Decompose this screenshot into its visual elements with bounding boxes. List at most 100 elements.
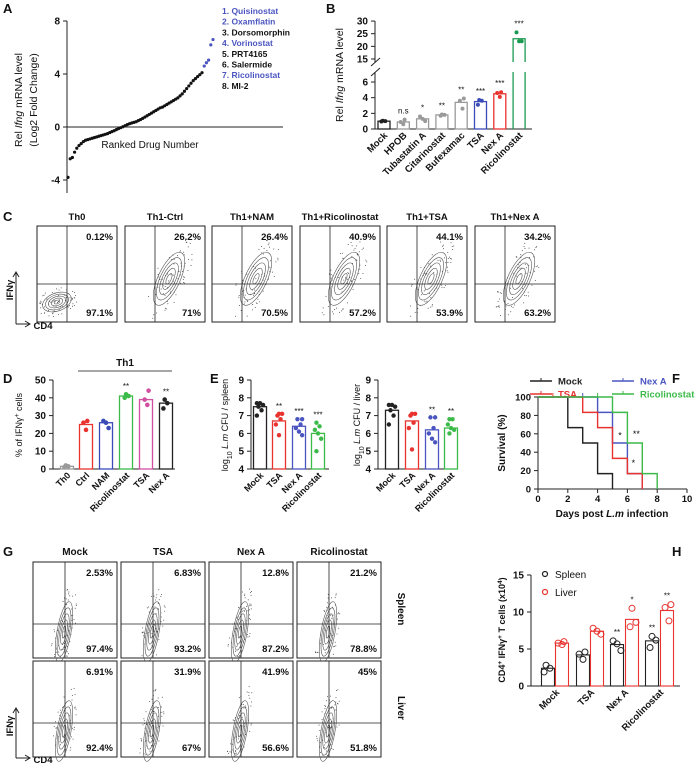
significance-label: *** xyxy=(313,411,322,420)
contour-line xyxy=(236,718,244,744)
data-point xyxy=(317,424,322,429)
data-point xyxy=(189,81,193,85)
data-point xyxy=(198,73,202,77)
event-dot xyxy=(183,281,185,283)
event-dot xyxy=(72,738,74,740)
event-dot xyxy=(444,284,446,286)
event-dot xyxy=(158,589,160,591)
event-dot xyxy=(149,750,151,752)
y-tick-label: 0 xyxy=(54,123,60,134)
event-dot xyxy=(500,315,502,317)
event-dot xyxy=(66,604,68,606)
event-dot xyxy=(161,696,163,698)
data-point xyxy=(193,77,198,81)
event-dot xyxy=(245,733,247,735)
event-dot xyxy=(535,247,537,249)
data-point xyxy=(314,420,319,425)
y-tick-label: 40 xyxy=(35,393,47,404)
event-dot xyxy=(63,737,65,739)
event-dot xyxy=(352,289,354,291)
contour-line xyxy=(230,700,250,762)
x-tick-label: 4 xyxy=(595,494,601,505)
event-dot xyxy=(73,726,75,728)
event-dot xyxy=(58,314,60,316)
data-point xyxy=(581,648,589,656)
event-dot xyxy=(326,602,328,604)
event-dot xyxy=(170,291,172,293)
row-label: Liver xyxy=(395,696,406,720)
event-dot xyxy=(273,248,275,250)
flow-plot-frame xyxy=(474,225,556,323)
event-dot xyxy=(505,305,507,307)
event-dot xyxy=(450,258,452,260)
event-dot xyxy=(52,301,54,303)
event-dot xyxy=(340,310,342,312)
event-dot xyxy=(536,265,538,267)
event-dot xyxy=(249,633,251,635)
data-point xyxy=(450,416,455,422)
contour-line xyxy=(424,267,438,290)
event-dot xyxy=(359,268,361,270)
bar xyxy=(384,409,400,470)
event-dot xyxy=(238,656,240,658)
legend-label: Ricolinostat xyxy=(640,390,695,401)
event-dot xyxy=(316,651,318,653)
event-dot xyxy=(238,295,240,297)
event-dot xyxy=(236,617,238,619)
event-dot xyxy=(519,267,521,269)
data-point xyxy=(63,463,68,468)
contour-line xyxy=(512,267,526,290)
event-dot xyxy=(140,740,142,742)
event-dot xyxy=(258,248,260,250)
data-point xyxy=(499,90,504,95)
event-dot xyxy=(43,294,45,296)
event-dot xyxy=(163,605,165,607)
contour-line xyxy=(56,706,72,756)
column-title: TSA xyxy=(153,547,173,558)
event-dot xyxy=(157,697,159,699)
event-dot xyxy=(331,617,333,619)
upper-right-percent: 0.12% xyxy=(86,232,113,243)
event-dot xyxy=(351,245,353,247)
data-point xyxy=(209,43,213,47)
event-dot xyxy=(520,254,522,256)
data-point xyxy=(293,425,299,431)
event-dot xyxy=(528,264,530,266)
event-dot xyxy=(156,594,158,596)
event-dot xyxy=(70,308,72,310)
event-dot xyxy=(48,315,50,317)
contour-line xyxy=(53,299,61,305)
event-dot xyxy=(73,729,75,731)
x-tick-label: 2 xyxy=(565,494,570,505)
event-dot xyxy=(332,646,334,648)
contour-line xyxy=(56,607,72,657)
event-dot xyxy=(161,594,163,596)
y-tick-label: 4 xyxy=(54,70,60,81)
ylabel-gene: Ifng xyxy=(334,86,346,104)
event-dot xyxy=(316,738,318,740)
lower-right-percent: 97.4% xyxy=(86,644,113,655)
event-dot xyxy=(165,308,167,310)
event-dot xyxy=(66,655,68,657)
panel-label: F xyxy=(672,371,680,386)
flow-plot-frame xyxy=(120,561,206,659)
bar xyxy=(540,667,556,687)
event-dot xyxy=(247,610,249,612)
event-dot xyxy=(162,725,164,727)
data-point xyxy=(560,638,568,646)
panel-label: C xyxy=(3,209,13,224)
contour-line xyxy=(421,262,441,296)
event-dot xyxy=(55,651,57,653)
data-point xyxy=(380,118,385,123)
event-dot xyxy=(517,264,519,266)
event-dot xyxy=(261,252,263,254)
contour-line xyxy=(506,257,532,301)
contour-line xyxy=(320,706,336,756)
flow-plot-frame xyxy=(208,660,294,758)
event-dot xyxy=(510,311,512,313)
event-dot xyxy=(534,270,536,272)
event-dot xyxy=(354,247,356,249)
event-dot xyxy=(319,742,321,744)
event-dot xyxy=(256,302,258,304)
